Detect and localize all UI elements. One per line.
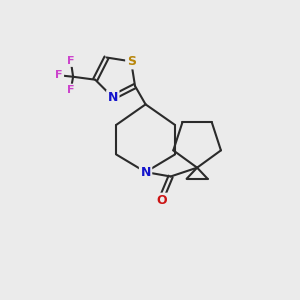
Text: F: F xyxy=(67,56,74,66)
Text: O: O xyxy=(157,194,167,207)
Text: F: F xyxy=(67,85,74,95)
Text: S: S xyxy=(127,55,136,68)
Text: F: F xyxy=(55,70,63,80)
Text: N: N xyxy=(140,166,151,178)
Text: N: N xyxy=(108,91,118,104)
